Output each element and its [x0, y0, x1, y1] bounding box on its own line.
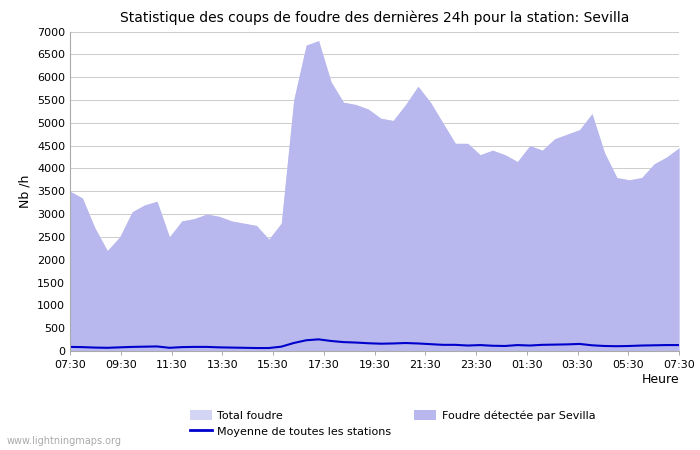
Y-axis label: Nb /h: Nb /h	[18, 175, 32, 208]
Text: www.lightningmaps.org: www.lightningmaps.org	[7, 436, 122, 446]
Text: Heure: Heure	[641, 374, 679, 387]
Legend: Total foudre, Moyenne de toutes les stations, Foudre détectée par Sevilla: Total foudre, Moyenne de toutes les stat…	[186, 405, 600, 441]
Title: Statistique des coups de foudre des dernières 24h pour la station: Sevilla: Statistique des coups de foudre des dern…	[120, 10, 629, 25]
